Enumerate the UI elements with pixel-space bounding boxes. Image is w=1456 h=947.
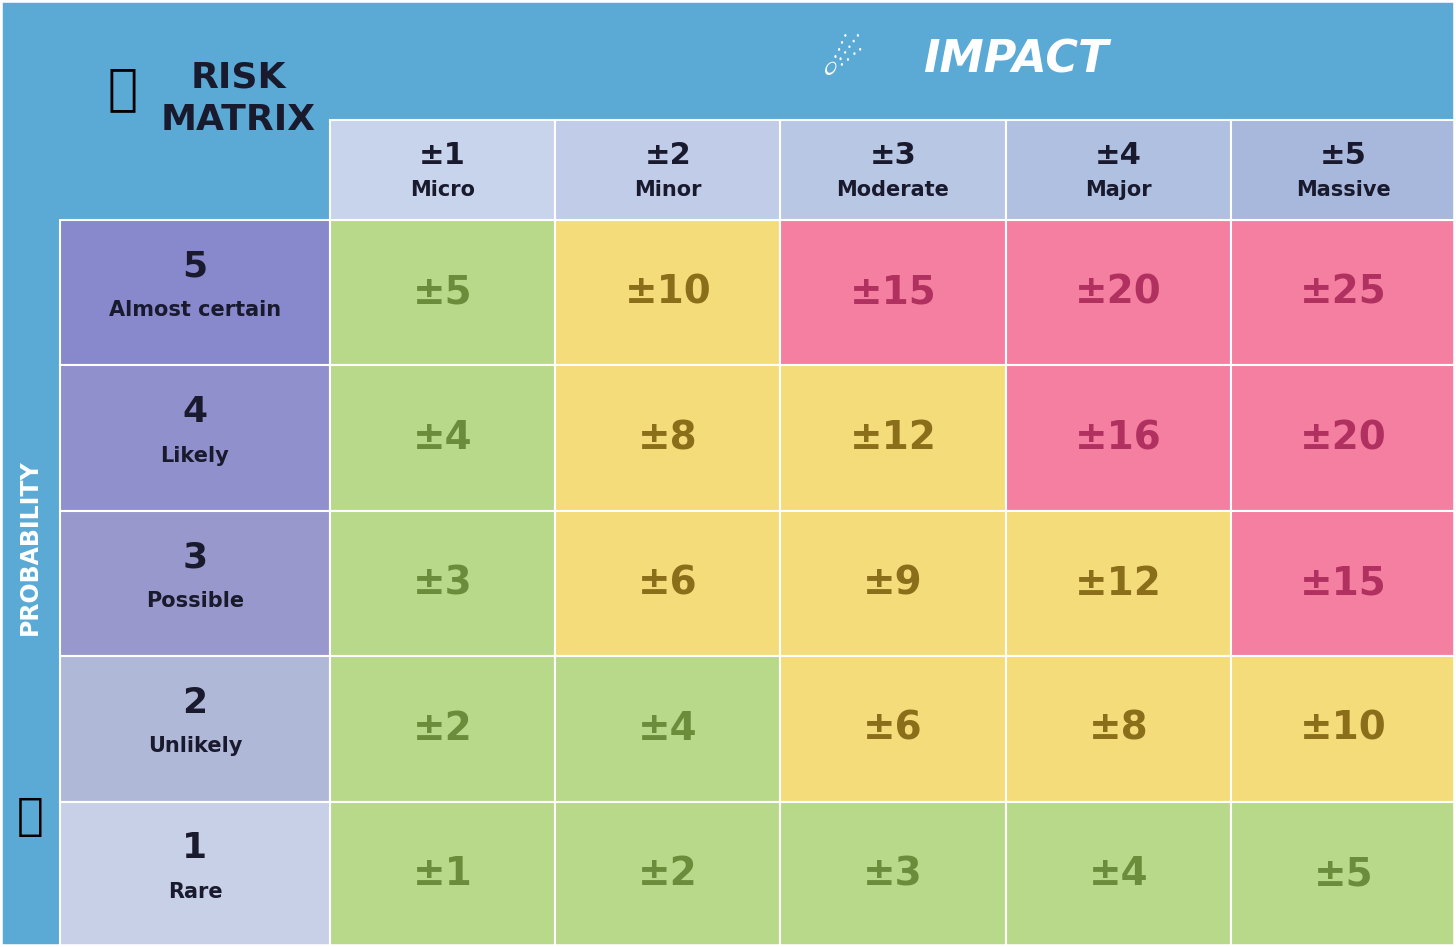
Text: ±1: ±1	[419, 140, 466, 170]
Bar	[1006, 801, 1230, 947]
Bar	[1230, 220, 1456, 366]
Bar	[60, 510, 331, 656]
Text: Possible: Possible	[146, 591, 245, 611]
Text: ±2: ±2	[412, 710, 473, 748]
Bar	[60, 801, 331, 947]
Text: ±4: ±4	[638, 710, 697, 748]
Bar	[555, 220, 780, 366]
Text: IMPACT: IMPACT	[923, 39, 1108, 81]
Text: ±9: ±9	[863, 564, 923, 602]
Bar	[780, 656, 1006, 801]
Text: ±20: ±20	[1075, 274, 1162, 312]
Text: ±5: ±5	[1313, 855, 1373, 893]
Bar	[331, 656, 555, 801]
Text: ±16: ±16	[1075, 420, 1162, 457]
Bar	[60, 656, 331, 801]
Text: Minor: Minor	[633, 180, 702, 200]
Text: ±2: ±2	[645, 140, 692, 170]
Text: Major: Major	[1085, 180, 1152, 200]
Bar	[1230, 120, 1456, 220]
Text: RISK
MATRIX: RISK MATRIX	[160, 61, 316, 137]
Bar	[555, 510, 780, 656]
Bar	[1230, 656, 1456, 801]
Text: 2: 2	[182, 686, 208, 720]
Bar	[780, 366, 1006, 510]
Bar	[555, 366, 780, 510]
Bar	[331, 120, 555, 220]
Bar	[555, 801, 780, 947]
Text: 4: 4	[182, 395, 208, 429]
Text: ±12: ±12	[1075, 564, 1162, 602]
Text: 🌩: 🌩	[108, 65, 138, 113]
Text: ±4: ±4	[1089, 855, 1147, 893]
Text: ±10: ±10	[1300, 710, 1386, 748]
Text: 3: 3	[182, 541, 208, 574]
Text: ±15: ±15	[1300, 564, 1386, 602]
Text: ±2: ±2	[638, 855, 697, 893]
Text: ±15: ±15	[850, 274, 936, 312]
Text: ±4: ±4	[414, 420, 472, 457]
Bar	[555, 120, 780, 220]
Text: Almost certain: Almost certain	[109, 300, 281, 320]
Text: 1: 1	[182, 831, 208, 866]
Bar	[60, 366, 331, 510]
Text: ±4: ±4	[1095, 140, 1142, 170]
Bar	[1006, 220, 1230, 366]
Text: ±1: ±1	[412, 855, 473, 893]
Text: ±20: ±20	[1300, 420, 1386, 457]
Bar	[555, 656, 780, 801]
Text: Massive: Massive	[1296, 180, 1390, 200]
Bar	[780, 120, 1006, 220]
Bar	[331, 366, 555, 510]
Bar	[331, 220, 555, 366]
Bar	[1230, 801, 1456, 947]
Text: ☄: ☄	[821, 40, 865, 84]
Text: ±3: ±3	[869, 140, 916, 170]
Text: ±25: ±25	[1300, 274, 1386, 312]
Text: ±8: ±8	[1089, 710, 1147, 748]
Text: Rare: Rare	[167, 882, 223, 902]
Bar	[780, 510, 1006, 656]
Text: 🎲: 🎲	[16, 795, 44, 838]
Bar	[1230, 366, 1456, 510]
Bar	[1006, 510, 1230, 656]
Bar	[780, 220, 1006, 366]
Text: ±3: ±3	[863, 855, 923, 893]
Bar	[1006, 656, 1230, 801]
Bar	[0, 0, 331, 220]
Bar	[331, 0, 1456, 120]
Bar	[331, 801, 555, 947]
Text: Micro: Micro	[411, 180, 475, 200]
Text: 5: 5	[182, 249, 208, 283]
Text: ±10: ±10	[625, 274, 711, 312]
Text: ±5: ±5	[414, 274, 472, 312]
Text: ±6: ±6	[638, 564, 697, 602]
Bar	[60, 220, 331, 366]
Text: ±5: ±5	[1321, 140, 1367, 170]
Bar	[331, 510, 555, 656]
Text: ±3: ±3	[412, 564, 473, 602]
Text: Likely: Likely	[160, 445, 230, 466]
Text: Unlikely: Unlikely	[149, 737, 242, 757]
Bar	[780, 801, 1006, 947]
Bar	[331, 120, 1456, 220]
Text: ±12: ±12	[849, 420, 936, 457]
Bar	[1006, 120, 1230, 220]
Bar	[1006, 366, 1230, 510]
Text: Moderate: Moderate	[837, 180, 949, 200]
Bar	[0, 220, 60, 947]
Bar	[1230, 510, 1456, 656]
Text: ±6: ±6	[863, 710, 923, 748]
Text: ±8: ±8	[638, 420, 697, 457]
Text: PROBABILITY: PROBABILITY	[17, 459, 42, 635]
